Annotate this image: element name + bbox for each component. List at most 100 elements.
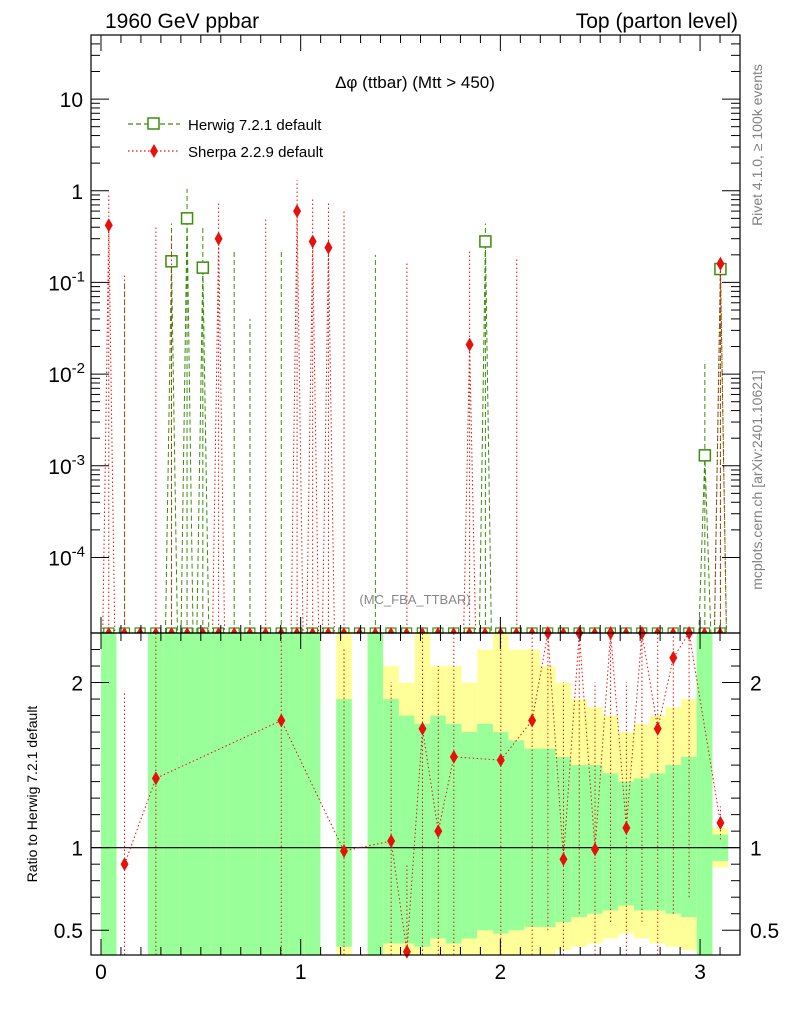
sherpa-floor-marker [434,627,442,633]
sherpa-point [214,231,223,246]
legend-herwig-marker [147,117,160,130]
ratio-x-tick-label: 2 [495,961,507,984]
ratio-axes-layer: 0.5 0.5 1 1 2 2 0 1 2 3 [54,633,779,984]
sherpa-floor-marker [262,627,270,633]
main-axes-layer: 10-4 10-3 10-2 10-1 1 10 [48,35,741,633]
ratio-point [387,834,396,849]
sherpa-line [102,211,727,634]
ratio-y-tick-label-right: 2 [750,673,762,696]
ratio-band-green [696,633,713,955]
ratio-band-green [289,633,305,955]
sherpa-floor-marker [215,627,223,633]
ratio-point [622,820,631,835]
sherpa-floor-marker [152,627,160,633]
sherpa-floor-marker [465,627,473,633]
sherpa-floor-marker [591,627,599,633]
sherpa-floor-marker [559,627,567,633]
herwig-point [165,255,178,268]
ratio-band-green [492,732,509,934]
sherpa-point [104,218,113,233]
ratio-point [120,857,129,872]
sherpa-floor-marker [105,627,113,633]
ratio-point [716,815,725,830]
sherpa-floor-marker [230,627,238,633]
ratio-x-tick-label: 1 [295,961,307,984]
main-y-tick-label: 10-4 [48,543,85,570]
legend-sherpa-marker [150,144,158,158]
ratio-y-tick-label: 2 [71,673,83,696]
ratio-band-green [477,723,493,931]
ratio-band-green [179,633,196,955]
legend: Herwig 7.2.1 default Sherpa 2.2.9 defaul… [128,117,324,161]
ratio-point [496,753,505,768]
sherpa-floor-marker [356,627,364,633]
sherpa-floor-marker [481,627,489,633]
ratio-band-green [398,715,415,944]
herwig-point [698,449,712,462]
ratio-band-green [195,633,211,955]
rivet-version-label: Rivet 4.1.0, ≥ 100k events [749,64,765,226]
ratio-band-green [633,778,650,911]
ratio-x-tick-label: 3 [694,961,706,984]
ratio-ylabel: Ratio to Herwig 7.2.1 default [24,706,40,883]
ratio-point [434,824,443,839]
ratio-y-tick-label: 1 [71,838,83,861]
sherpa-floor-marker [512,627,520,633]
sherpa-floor-marker [528,627,536,633]
ratio-point [591,842,600,857]
sherpa-floor-marker [136,627,144,633]
legend-sherpa-label: Sherpa 2.2.9 default [188,144,324,161]
ratio-band-green [210,633,227,955]
sherpa-floor-marker [450,627,458,633]
ratio-y-tick-label: 0.5 [54,920,83,943]
sherpa-floor-marker [324,627,332,633]
ratio-point [151,771,160,786]
sherpa-floor-marker [700,627,708,633]
sherpa-point [716,256,725,271]
ratio-band-green [163,633,180,955]
ratio-band-green [226,633,242,955]
sherpa-floor-marker [246,627,254,633]
sherpa-floor-marker [309,627,317,633]
ratio-band-green [414,723,431,947]
sherpa-floor-marker [371,627,379,633]
sherpa-floor-marker [340,627,348,633]
ratio-band-green [100,633,117,955]
ratio-point [528,713,537,728]
ratio-series-layer [120,626,725,959]
ratio-band-green [461,732,478,939]
sherpa-floor-marker [120,627,128,633]
ratio-point [277,713,286,728]
ratio-band-green [367,633,384,955]
ratio-x-tick-label: 0 [95,961,107,984]
chart-title: Δφ (ttbar) (Mtt > 450) [335,73,495,92]
main-y-tick-label: 1 [71,181,83,204]
ratio-y-tick-label-right: 1 [750,838,762,861]
herwig-point [196,261,210,274]
sherpa-point [465,337,474,352]
sherpa-point [293,204,302,219]
analysis-label: (MC_FBA_TTBAR) [359,592,470,607]
sherpa-floor-marker [622,627,630,633]
sherpa-point [324,240,333,255]
sherpa-floor-marker [403,627,411,633]
ratio-plot-frame [90,632,741,956]
sherpa-floor-marker [387,627,395,633]
ratio-y-tick-label-right: 0.5 [750,920,779,943]
header-right-title: Top (parton level) [576,10,738,33]
main-y-tick-exponent: -3 [72,452,85,469]
main-y-tick-label: 10-2 [48,360,85,387]
ratio-point [418,721,427,736]
ratio-band-green [304,633,321,955]
herwig-point [180,212,194,225]
header-left-title: 1960 GeV ppbar [105,10,259,33]
legend-herwig-label: Herwig 7.2.1 default [188,117,322,134]
main-y-tick-label: 10-1 [48,268,85,295]
ratio-band-green [383,699,399,944]
ratio-band-green [257,633,274,955]
main-y-tick-label: 10 [60,89,83,112]
ratio-band-layer [100,633,729,955]
ratio-point [449,749,458,764]
herwig-point [479,235,492,248]
